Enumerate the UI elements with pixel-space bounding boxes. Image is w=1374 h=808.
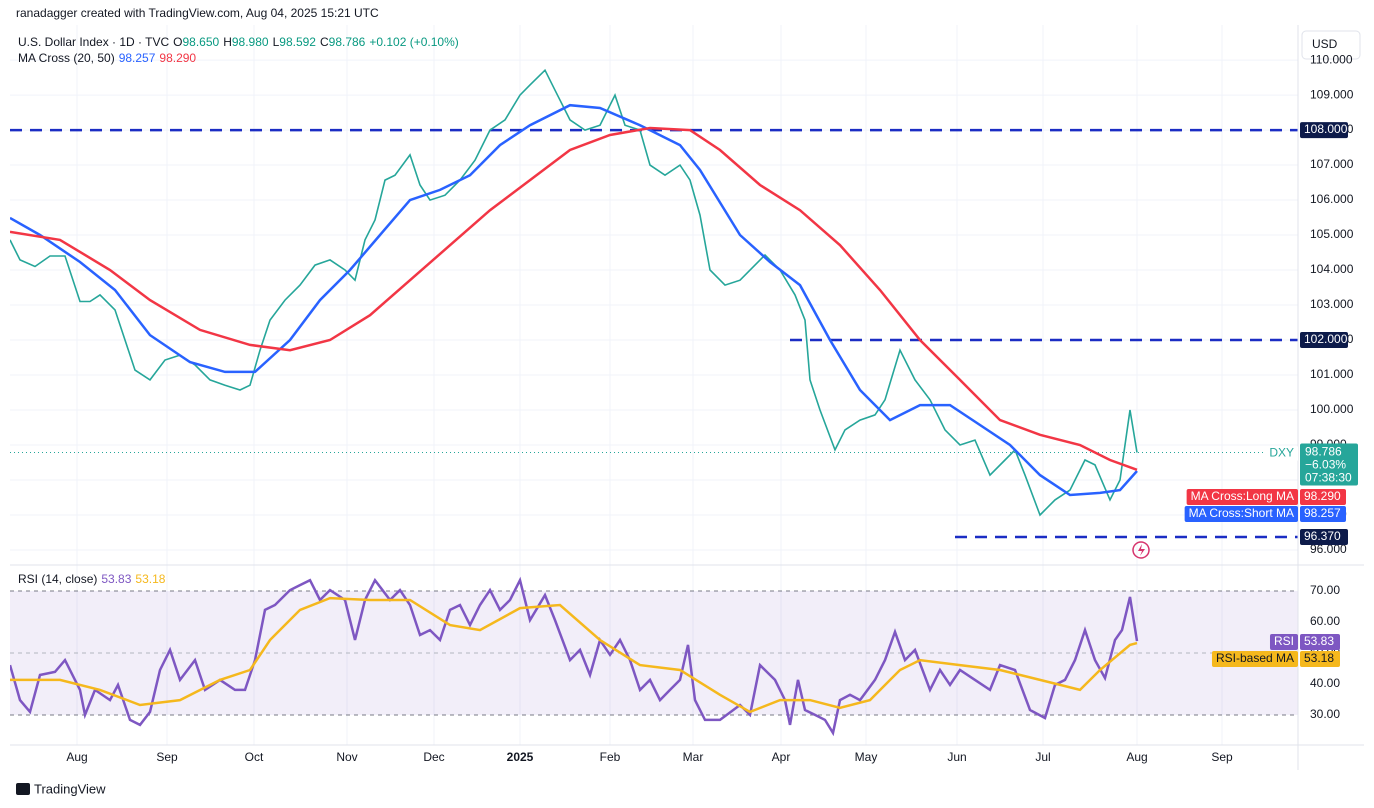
x-tick-label: Sep <box>156 750 178 764</box>
last-price-bg <box>1300 443 1358 486</box>
x-tick-label: Feb <box>600 750 621 764</box>
series-name-bg <box>1211 651 1298 667</box>
y-tick-label: 110.000 <box>1310 52 1353 66</box>
attribution: ranadagger created with TradingView.com,… <box>16 6 379 20</box>
y-tick-label: 109.000 <box>1310 87 1354 101</box>
x-tick-label: Jul <box>1035 750 1050 764</box>
y-tick-label: 105.000 <box>1310 227 1354 241</box>
symbol-header: U.S. Dollar Index · 1D · TVC O98.650 H98.9… <box>18 35 463 49</box>
symbol: U.S. Dollar Index · 1D · TVC <box>18 35 170 49</box>
x-tick-label: Aug <box>1126 750 1147 764</box>
x-tick-label: Jun <box>947 750 966 764</box>
series-last-value: 53.83 <box>1304 634 1334 648</box>
series-name-bg <box>1186 489 1298 505</box>
rsi-header: RSI (14, close) 53.83 53.18 <box>18 572 169 586</box>
series-name: RSI <box>1274 634 1294 648</box>
last-price: 98.786 <box>1305 445 1342 459</box>
series-name-bg <box>1184 506 1298 522</box>
series-name: MA Cross:Long MA <box>1191 489 1294 503</box>
hline-label: 108.000 <box>1304 122 1348 136</box>
y-tick-label: 60.00 <box>1310 614 1340 628</box>
y-tick-label: 100.000 <box>1310 402 1354 416</box>
series-line <box>10 596 1138 714</box>
x-tick-label: May <box>855 750 878 764</box>
series-name: RSI-based MA <box>1216 651 1294 665</box>
x-tick-label: Oct <box>245 750 264 764</box>
ohlc-label: O <box>173 35 183 49</box>
series-line <box>10 126 1138 471</box>
rsi-value: 53.18 <box>135 572 166 586</box>
hline-label-bg <box>1300 332 1348 349</box>
y-tick-label: 103.000 <box>1310 297 1354 311</box>
ohlc-value: 98.980 <box>231 35 269 49</box>
y-tick-label: 101.000 <box>1310 367 1354 381</box>
event-icon[interactable] <box>1132 541 1150 559</box>
indicator-value: 98.290 <box>159 51 197 65</box>
currency-box[interactable] <box>1301 30 1361 60</box>
ohlc-label: C <box>319 35 329 49</box>
hline-label-bg <box>1300 122 1348 139</box>
series-name-bg <box>1269 634 1298 650</box>
symbol-label-bg <box>1265 445 1298 462</box>
ohlc-value: 98.592 <box>279 35 316 49</box>
y-tick-label: 40.00 <box>1310 676 1340 690</box>
y-tick-label: 106.000 <box>1310 192 1354 206</box>
x-tick-label: Sep <box>1211 750 1233 764</box>
symbol-label: DXY <box>1269 446 1294 460</box>
hline-label: 96.370 <box>1304 529 1341 543</box>
series-line <box>10 576 1139 737</box>
currency: USD <box>1312 37 1338 51</box>
indicator-value: 98.257 <box>118 51 156 65</box>
series-last-value: 98.290 <box>1304 489 1341 503</box>
series-line <box>10 68 1138 517</box>
series-last-value-bg <box>1300 651 1340 667</box>
series-line <box>10 103 1138 497</box>
hline-label: 102.000 <box>1304 332 1348 346</box>
ohlc-label: L <box>272 35 280 49</box>
series-last-value-bg <box>1300 489 1346 505</box>
brand-logo <box>16 783 30 795</box>
hline-label-bg <box>1300 529 1348 546</box>
x-tick-label: Apr <box>772 750 791 764</box>
y-tick-label: 107.000 <box>1310 157 1354 171</box>
y-tick-label: 104.000 <box>1310 262 1354 276</box>
marks <box>10 68 1298 737</box>
series-last-value-bg <box>1300 506 1346 522</box>
x-tick-label: Aug <box>66 750 87 764</box>
y-tick-label: 30.00 <box>1310 707 1340 721</box>
y-tick-label: 70.00 <box>1310 583 1340 597</box>
x-tick-label: Mar <box>683 750 704 764</box>
series-last-value: 53.18 <box>1304 651 1334 665</box>
y-tick-label: 96.000 <box>1310 542 1347 556</box>
ohlc-value: 98.650 <box>182 35 220 49</box>
last-change: −6.03% <box>1305 458 1346 472</box>
event-bolt <box>1138 544 1145 556</box>
x-tick-label: 2025 <box>507 750 534 764</box>
brand: TradingView <box>34 781 106 796</box>
series-last-value-bg <box>1300 634 1340 650</box>
x-tick-label: Nov <box>336 750 357 764</box>
countdown: 07:38:30 <box>1305 471 1352 485</box>
indicator: MA Cross (20, 50) <box>18 51 115 65</box>
series-last-value: 98.257 <box>1304 506 1341 520</box>
ohlc-value: 98.786 <box>328 35 366 49</box>
grid <box>10 25 1298 745</box>
ohlc-label: H <box>223 35 232 49</box>
series-name: MA Cross:Short MA <box>1189 506 1294 520</box>
change: +0.102 (+0.10%) <box>369 35 459 49</box>
indicator-header: MA Cross (20, 50) 98.257 98.290 <box>18 51 200 65</box>
rsi-title: RSI (14, close) <box>18 572 98 586</box>
rsi-value: 53.83 <box>101 572 132 586</box>
x-tick-label: Dec <box>423 750 444 764</box>
